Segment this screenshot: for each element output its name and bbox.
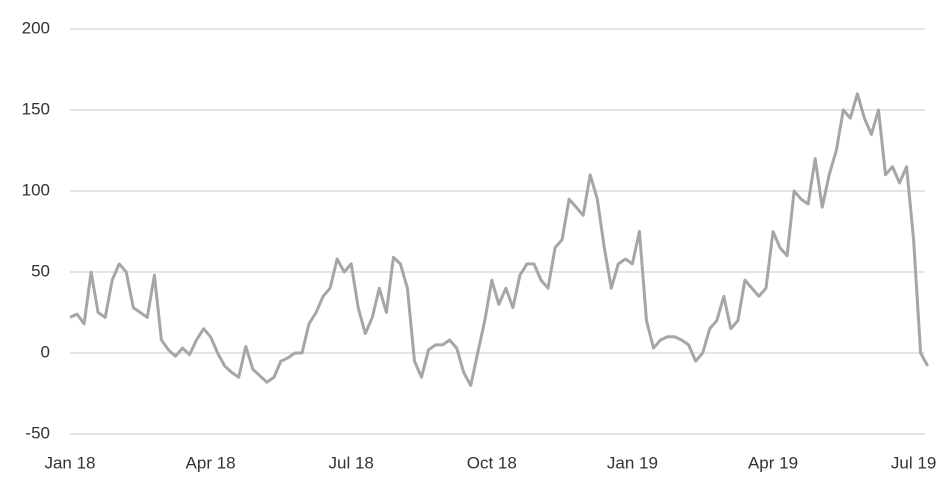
y-tick-label: -50 xyxy=(25,423,50,442)
x-tick-label: Apr 19 xyxy=(748,453,798,472)
y-tick-label: 150 xyxy=(22,99,50,118)
y-tick-label: 100 xyxy=(22,180,50,199)
x-tick-label: Jan 19 xyxy=(607,453,658,472)
x-tick-label: Oct 18 xyxy=(467,453,517,472)
y-tick-label: 200 xyxy=(22,18,50,37)
x-tick-label: Jul 18 xyxy=(329,453,374,472)
x-tick-label: Apr 18 xyxy=(186,453,236,472)
y-tick-label: 0 xyxy=(41,342,50,361)
x-tick-label: Jan 18 xyxy=(44,453,95,472)
line-series xyxy=(69,92,930,387)
y-tick-label: 50 xyxy=(31,261,50,280)
x-tick-label: Jul 19 xyxy=(891,453,936,472)
